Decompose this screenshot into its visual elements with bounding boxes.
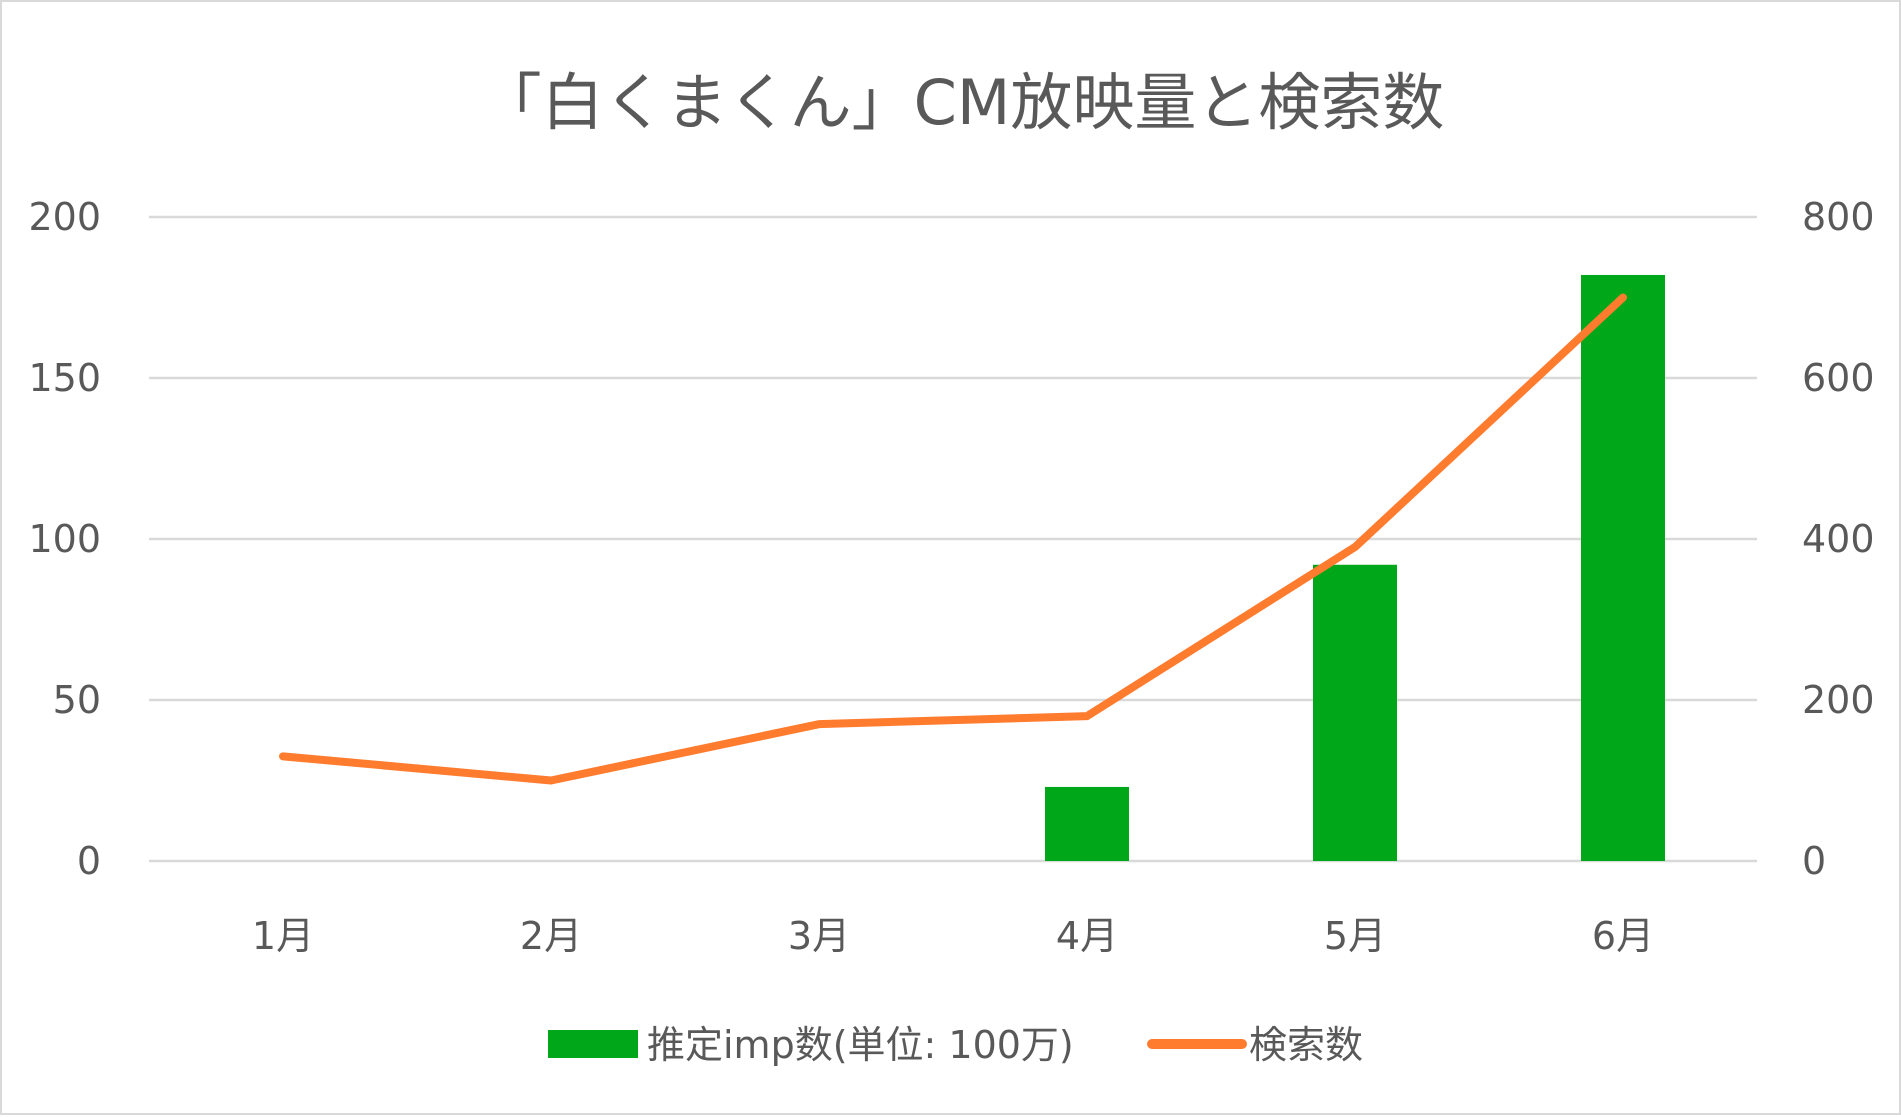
left-tick-label: 100 <box>28 517 101 561</box>
x-tick-label: 4月 <box>1056 914 1118 958</box>
x-tick-label: 6月 <box>1592 914 1654 958</box>
left-tick-label: 200 <box>28 195 101 239</box>
legend-bar-swatch <box>548 1030 638 1058</box>
right-axis-ticks: 0 200 400 600 800 <box>1802 195 1875 883</box>
line-series <box>279 293 1627 785</box>
left-axis-ticks: 0 50 100 150 200 <box>28 195 101 883</box>
x-tick-label: 2月 <box>520 914 582 958</box>
x-tick-label: 5月 <box>1324 914 1386 958</box>
legend-line-label: 検索数 <box>1249 1023 1363 1067</box>
bar <box>1581 274 1665 862</box>
search-count-line <box>279 293 1627 785</box>
x-tick-label: 1月 <box>252 914 314 958</box>
right-tick-label: 200 <box>1802 678 1875 722</box>
legend: 推定imp数(単位: 100万) 検索数 <box>548 1023 1363 1067</box>
chart-title: 「白くまくん」CM放映量と検索数 <box>480 66 1445 139</box>
x-axis-ticks: 1月 2月 3月 4月 5月 6月 <box>252 914 1654 958</box>
bar <box>1045 786 1129 861</box>
right-tick-label: 600 <box>1802 356 1875 400</box>
x-tick-label: 3月 <box>788 914 850 958</box>
bar <box>1313 564 1397 861</box>
right-tick-label: 400 <box>1802 517 1875 561</box>
legend-bar-label: 推定imp数(単位: 100万) <box>647 1023 1074 1067</box>
bar-series <box>1045 274 1665 862</box>
gridlines <box>149 215 1757 863</box>
left-tick-label: 50 <box>53 678 101 722</box>
left-tick-label: 150 <box>28 356 101 400</box>
right-tick-label: 0 <box>1802 839 1826 883</box>
left-tick-label: 0 <box>77 839 101 883</box>
right-tick-label: 800 <box>1802 195 1875 239</box>
